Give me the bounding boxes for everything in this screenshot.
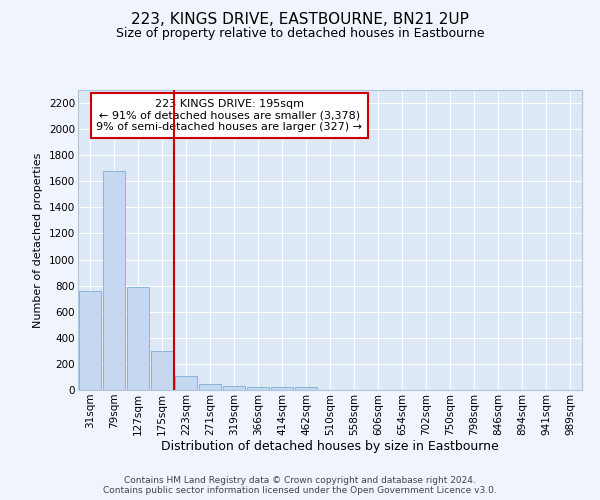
Text: 223, KINGS DRIVE, EASTBOURNE, BN21 2UP: 223, KINGS DRIVE, EASTBOURNE, BN21 2UP [131,12,469,28]
Bar [223,386,245,390]
Bar [271,388,293,390]
Text: Size of property relative to detached houses in Eastbourne: Size of property relative to detached ho… [116,28,484,40]
Bar [199,384,221,390]
Text: 223 KINGS DRIVE: 195sqm
← 91% of detached houses are smaller (3,378)
9% of semi-: 223 KINGS DRIVE: 195sqm ← 91% of detache… [96,99,362,132]
Bar [247,387,269,390]
Text: Contains HM Land Registry data © Crown copyright and database right 2024.
Contai: Contains HM Land Registry data © Crown c… [103,476,497,495]
Bar [175,376,197,390]
Bar [295,388,317,390]
Y-axis label: Number of detached properties: Number of detached properties [34,152,43,328]
X-axis label: Distribution of detached houses by size in Eastbourne: Distribution of detached houses by size … [161,440,499,454]
Bar [151,351,173,390]
Bar [127,287,149,390]
Bar [79,291,101,390]
Bar [103,171,125,390]
